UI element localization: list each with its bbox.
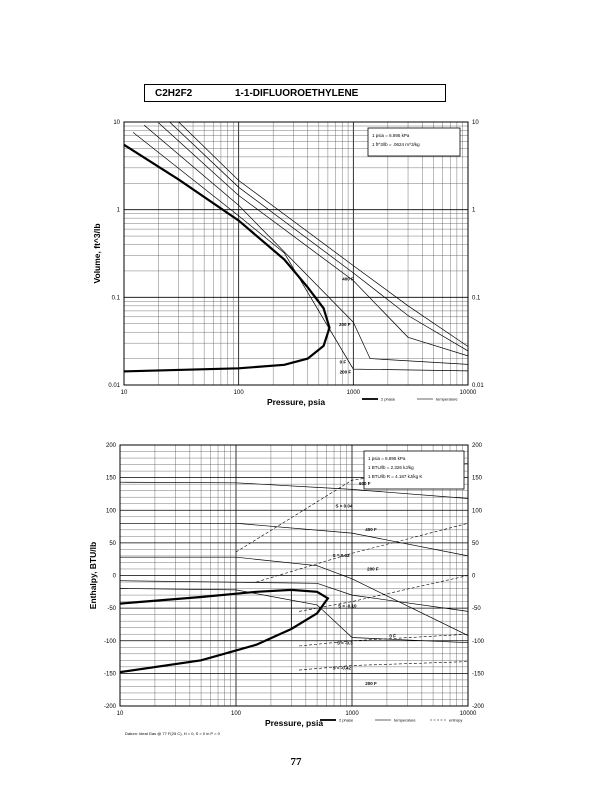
chart1-notes-box <box>367 127 461 157</box>
chart2-series-temperature-5 <box>120 580 468 612</box>
chart1-x-tick-label: 100 <box>234 390 245 396</box>
chart2-series-temperature-1 <box>120 588 468 644</box>
chart2-y-tick-label-left: -100 <box>104 639 117 645</box>
chart2-y-tick-label-left: 150 <box>106 476 117 482</box>
chart2-series-temperature-4 <box>120 481 468 499</box>
chart1-y-tick-label-left: 0.1 <box>112 295 121 301</box>
chart1-note-text: 1 psia = 6.895 kPa <box>372 133 410 138</box>
chart1-legend-label: temperature <box>436 397 458 402</box>
page-number: 77 <box>290 756 302 768</box>
chart1-note-text: 1 ft^3/lb = .0624 m^3/kg <box>372 142 420 147</box>
datum-footnote: Datum: Ideal Gas @ 77 F(25 C), H = 0, S … <box>125 731 220 736</box>
chart2-curve-label: S = -0.3 <box>337 641 353 646</box>
chart1-y-axis-label: Volume, ft^3/lb <box>92 223 102 283</box>
chart2-y-tick-label-right: -150 <box>472 671 485 677</box>
chart2-series-entropy-10 <box>299 661 468 671</box>
chart2-y-tick-label-left: 0 <box>113 574 117 580</box>
chart2-series-entropy-9 <box>299 633 468 647</box>
chart2-y-tick-label-left: 200 <box>106 443 117 449</box>
chart2-legend-label: temperature <box>394 718 416 723</box>
chart2-curve-label: 600 F <box>359 481 371 486</box>
chart2-legend-label: entropy <box>449 718 462 723</box>
chart1-y-tick-label-left: 0.01 <box>108 383 120 389</box>
chart2-y-tick-label-left: -200 <box>104 704 117 710</box>
chart1-plot-frame <box>123 121 469 386</box>
chart1-series-2-phase-0 <box>124 143 331 373</box>
chart1-curve-label: 0 F <box>340 360 347 365</box>
chart2-x-axis-label: Pressure, psia <box>265 718 323 728</box>
chart2-legend-label: 2 phase <box>339 718 354 723</box>
chart2-curve-label: S = -0.10 <box>338 603 357 608</box>
chart2-y-tick-label-left: 50 <box>109 541 116 547</box>
chart1-legend-label: 2 phase <box>381 397 396 402</box>
chart1-x-axis-label: Pressure, psia <box>267 397 325 407</box>
chart2-series-entropy-7 <box>256 523 468 583</box>
chart1-series-temperature-4 <box>169 122 468 352</box>
chart2-y-tick-label-left: -50 <box>107 606 116 612</box>
chart2-x-tick-label: 100 <box>231 711 242 717</box>
chart2-y-tick-label-right: -200 <box>472 704 485 710</box>
chart1-y-tick-label-right: 1 <box>472 208 476 214</box>
chart1-y-tick-label-left: 1 <box>117 208 121 214</box>
chart1-series-temperature-1 <box>132 132 468 372</box>
chart2-note-text: 1 BTU/lb R = 4.187 kJ/kg K <box>368 474 422 479</box>
chart1-curve-label: 400 F <box>342 277 354 282</box>
chart1-y-tick-label-left: 10 <box>113 120 120 126</box>
chart2-y-tick-label-left: -150 <box>104 671 117 677</box>
chart2-x-tick-label: 10 <box>117 711 124 717</box>
chart1-series-temperature-5 <box>178 122 468 347</box>
chart2-curve-label: S = 0.02 <box>333 553 350 558</box>
chart2-curve-label: S = 0.04 <box>335 504 352 509</box>
chart1-series-temperature-3 <box>158 122 468 357</box>
chemical-formula: C2H2F2 <box>155 88 193 99</box>
chart2-y-axis-label: Enthalpy, BTU/lb <box>88 542 98 609</box>
chart2-x-tick-label: 1000 <box>345 711 359 717</box>
chart2-series-entropy-8 <box>299 575 468 612</box>
chart1-y-tick-label-right: 0.01 <box>472 383 484 389</box>
chart1-x-tick-label: 10 <box>121 390 128 396</box>
chart1-curve-label: 200 F <box>339 322 351 327</box>
chart2-y-tick-label-right: 0 <box>472 574 476 580</box>
chart2-curve-label: S = -0.42 <box>333 665 352 670</box>
chart2-note-text: 1 psia = 6.895 kPa <box>368 456 406 461</box>
chart2-series-temperature-2 <box>120 556 468 636</box>
chart2-series-2-phase-0 <box>120 588 330 674</box>
chart2-series-entropy-6 <box>235 463 468 553</box>
chart2-y-tick-label-right: 200 <box>472 443 483 449</box>
chart2-note-text: 1 BTU/lb = 2.326 kJ/kg <box>368 465 414 470</box>
chart1-y-tick-label-right: 0.1 <box>472 295 481 301</box>
chart2-x-tick-label: 10000 <box>460 711 477 717</box>
chart-title-box: C2H2F2 1-1-DIFLUOROETHYLENE <box>144 84 446 102</box>
chart2-series-temperature-3 <box>120 522 468 557</box>
chart2-y-tick-label-right: 50 <box>472 541 479 547</box>
chart2-curve-label: 200 F <box>367 566 379 571</box>
chart2-curve-label: 400 F <box>365 527 377 532</box>
chart2-notes-box <box>363 450 465 490</box>
chart1-series-temperature-2 <box>143 124 468 365</box>
chart2-y-tick-label-left: 100 <box>106 508 117 514</box>
chemical-name: 1-1-DIFLUOROETHYLENE <box>235 88 359 99</box>
chart2-y-tick-label-right: 100 <box>472 508 483 514</box>
chart1-y-tick-label-right: 10 <box>472 120 479 126</box>
chart1-x-tick-label: 1000 <box>347 390 361 396</box>
chart2-y-tick-label-right: -100 <box>472 639 485 645</box>
chart2-curve-label: 0 F <box>389 633 396 638</box>
chart2-y-tick-label-right: 150 <box>472 476 483 482</box>
chart2-curve-label: 200 F <box>365 681 377 686</box>
chart1-x-tick-label: 10000 <box>460 390 477 396</box>
chart2-y-tick-label-right: -50 <box>472 606 481 612</box>
chart1-curve-label: 200 F <box>340 370 352 375</box>
